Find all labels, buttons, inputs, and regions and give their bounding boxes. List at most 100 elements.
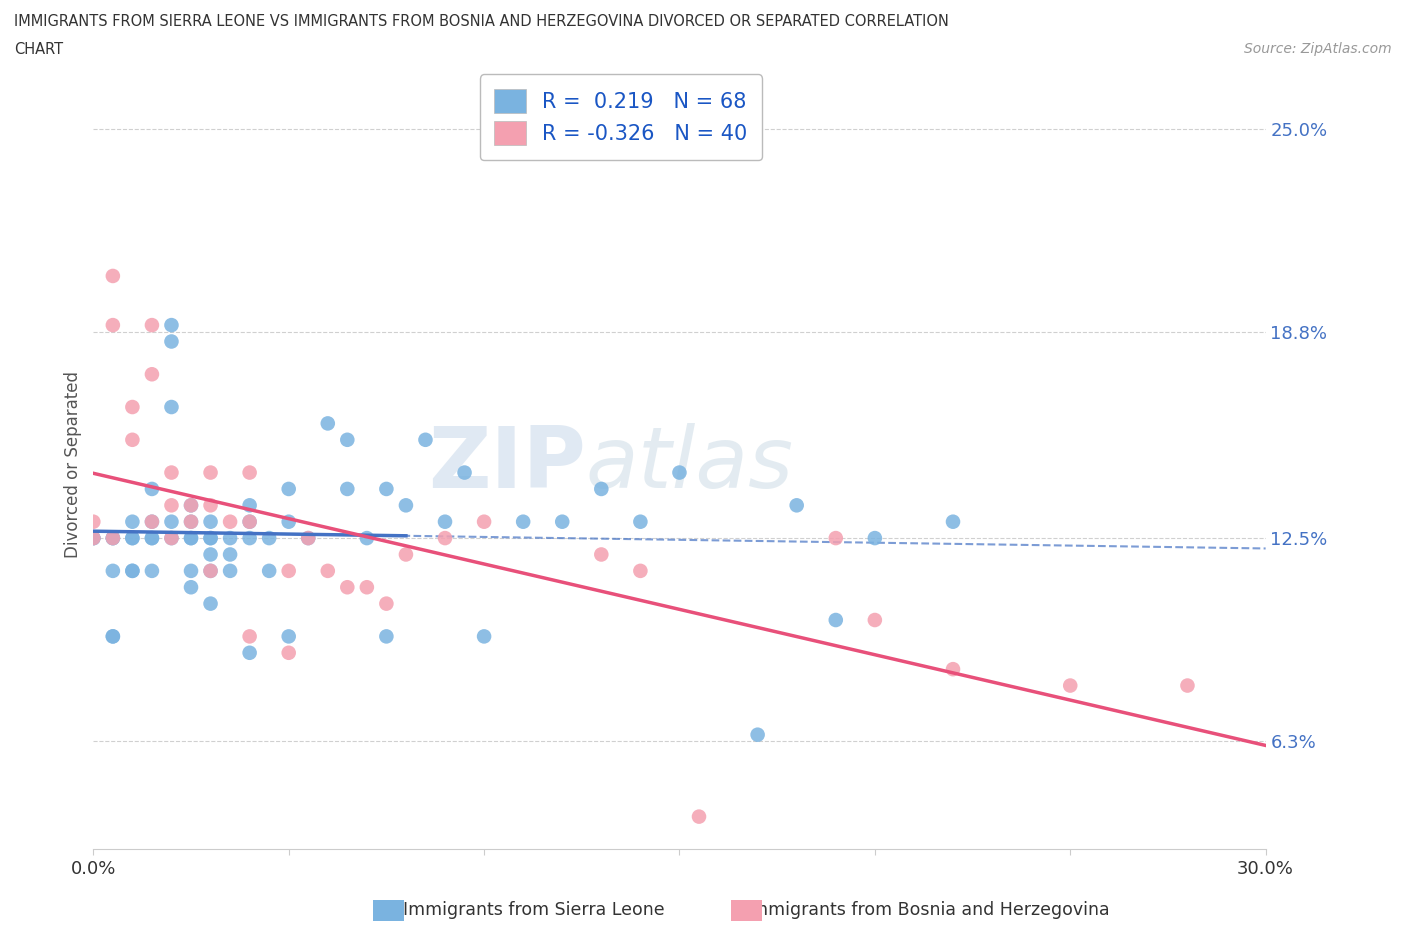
Point bbox=[82, 531, 104, 546]
Point bbox=[239, 514, 262, 529]
Point bbox=[375, 629, 398, 644]
Point bbox=[415, 432, 437, 447]
Point bbox=[277, 514, 299, 529]
Point bbox=[160, 498, 183, 512]
Point bbox=[747, 727, 769, 742]
Point bbox=[453, 465, 475, 480]
Point bbox=[101, 629, 124, 644]
Point bbox=[200, 564, 222, 578]
Point bbox=[628, 514, 651, 529]
Point bbox=[101, 564, 124, 578]
Point bbox=[239, 514, 262, 529]
Point bbox=[356, 579, 378, 594]
Point bbox=[180, 498, 202, 512]
Point bbox=[688, 809, 710, 824]
Point bbox=[277, 482, 299, 497]
Point bbox=[434, 514, 457, 529]
Point bbox=[101, 531, 124, 546]
Text: Source: ZipAtlas.com: Source: ZipAtlas.com bbox=[1244, 42, 1392, 56]
Point bbox=[101, 629, 124, 644]
Text: CHART: CHART bbox=[14, 42, 63, 57]
Point bbox=[141, 366, 163, 381]
Point bbox=[239, 498, 262, 512]
Point bbox=[160, 334, 183, 349]
Point bbox=[668, 465, 690, 480]
Point bbox=[180, 531, 202, 546]
Point bbox=[141, 482, 163, 497]
Point bbox=[824, 613, 846, 628]
Point bbox=[219, 547, 242, 562]
Point bbox=[472, 514, 495, 529]
Point bbox=[160, 514, 183, 529]
Point bbox=[336, 579, 359, 594]
Point bbox=[277, 629, 299, 644]
Point bbox=[219, 564, 242, 578]
Point bbox=[101, 269, 124, 284]
Point bbox=[824, 531, 846, 546]
Point bbox=[277, 564, 299, 578]
Point bbox=[121, 432, 143, 447]
Y-axis label: Divorced or Separated: Divorced or Separated bbox=[65, 371, 82, 558]
Point bbox=[82, 531, 104, 546]
Point bbox=[101, 318, 124, 333]
Point bbox=[551, 514, 574, 529]
Point bbox=[180, 498, 202, 512]
Point bbox=[297, 531, 319, 546]
Point bbox=[121, 531, 143, 546]
Point bbox=[219, 514, 242, 529]
Point bbox=[1177, 678, 1199, 693]
Point bbox=[395, 547, 418, 562]
Point bbox=[786, 498, 808, 512]
Point bbox=[160, 465, 183, 480]
Point bbox=[160, 531, 183, 546]
Text: atlas: atlas bbox=[586, 423, 793, 506]
Point bbox=[160, 318, 183, 333]
Text: IMMIGRANTS FROM SIERRA LEONE VS IMMIGRANTS FROM BOSNIA AND HERZEGOVINA DIVORCED : IMMIGRANTS FROM SIERRA LEONE VS IMMIGRAN… bbox=[14, 14, 949, 29]
Point bbox=[121, 564, 143, 578]
Point bbox=[200, 465, 222, 480]
Point bbox=[316, 416, 339, 431]
Point bbox=[356, 531, 378, 546]
Point bbox=[316, 564, 339, 578]
Point bbox=[160, 531, 183, 546]
Point bbox=[277, 645, 299, 660]
Point bbox=[239, 465, 262, 480]
Point bbox=[591, 482, 613, 497]
Point bbox=[434, 531, 457, 546]
Point bbox=[160, 400, 183, 415]
Point bbox=[200, 498, 222, 512]
Point bbox=[512, 514, 534, 529]
Point bbox=[180, 514, 202, 529]
Point bbox=[101, 531, 124, 546]
Point bbox=[200, 531, 222, 546]
Point bbox=[82, 514, 104, 529]
Point bbox=[1059, 678, 1081, 693]
Point bbox=[863, 531, 886, 546]
Point bbox=[200, 564, 222, 578]
Point bbox=[180, 531, 202, 546]
Point bbox=[121, 564, 143, 578]
Point bbox=[395, 498, 418, 512]
Point bbox=[336, 482, 359, 497]
Point bbox=[180, 514, 202, 529]
Point bbox=[239, 645, 262, 660]
Point bbox=[200, 596, 222, 611]
Point bbox=[257, 564, 280, 578]
Point bbox=[239, 531, 262, 546]
Point bbox=[141, 564, 163, 578]
Point bbox=[239, 629, 262, 644]
Point bbox=[219, 531, 242, 546]
Point bbox=[257, 531, 280, 546]
Point bbox=[180, 564, 202, 578]
Point bbox=[101, 531, 124, 546]
Text: Immigrants from Sierra Leone: Immigrants from Sierra Leone bbox=[404, 900, 665, 919]
Point bbox=[336, 432, 359, 447]
Point bbox=[121, 400, 143, 415]
Point bbox=[375, 596, 398, 611]
Point bbox=[942, 662, 965, 677]
Point bbox=[121, 514, 143, 529]
Legend: R =  0.219   N = 68, R = -0.326   N = 40: R = 0.219 N = 68, R = -0.326 N = 40 bbox=[479, 74, 762, 160]
Point bbox=[591, 547, 613, 562]
Point bbox=[141, 514, 163, 529]
Point bbox=[200, 514, 222, 529]
